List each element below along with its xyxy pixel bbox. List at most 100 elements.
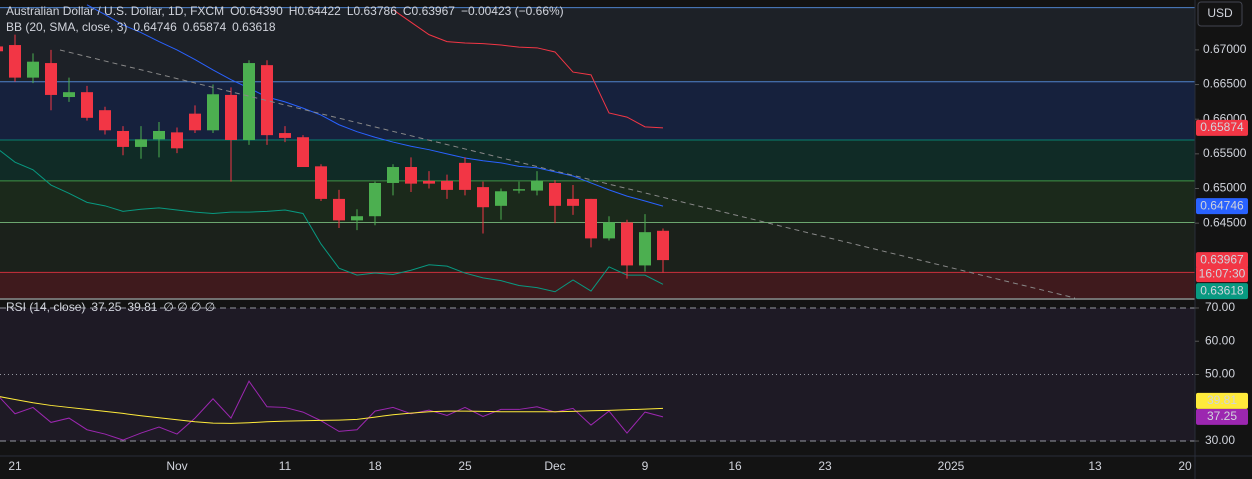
- candle-body: [297, 137, 309, 168]
- candle-body: [315, 166, 327, 199]
- candle-body: [99, 110, 111, 131]
- rsi-band: [0, 307, 1195, 442]
- x-tick-label: 11: [279, 459, 292, 473]
- x-tick-label: Nov: [166, 459, 187, 473]
- y-tick-label: 0.65500: [1203, 146, 1247, 160]
- ohlc-value: O0.64390: [230, 4, 283, 18]
- ohlc-value: L0.63786: [347, 4, 397, 18]
- close-badge-bg: [1196, 252, 1248, 269]
- indicator-name: BB (20, SMA, close, 3): [6, 20, 127, 34]
- indicator-value: 0.65874: [183, 20, 227, 34]
- y-tick-label: 0.65000: [1203, 181, 1247, 195]
- x-tick-label: 9: [642, 459, 649, 473]
- currency-button[interactable]: [1197, 1, 1243, 27]
- lower-band-badge: 0.63618: [1200, 283, 1244, 297]
- candle-body: [279, 133, 291, 138]
- candle-body: [225, 94, 237, 140]
- candle-body: [369, 182, 381, 217]
- rsi-ma-badge-bg: [1196, 392, 1248, 409]
- candle-body: [387, 167, 399, 183]
- candle-body: [639, 232, 651, 266]
- rsi-value: 37.25: [91, 300, 121, 314]
- x-tick-label: 20: [1178, 459, 1192, 473]
- ohlc-value: C0.63967: [403, 4, 455, 18]
- y-tick-label: 30.00: [1205, 433, 1235, 447]
- rsi-pane: [0, 307, 1195, 442]
- y-tick-label: 0.67000: [1203, 42, 1247, 56]
- overlay: Australian Dollar / U.S. Dollar, 1D, FXC…: [6, 4, 564, 314]
- candle-body: [45, 63, 57, 95]
- rsi-value: 39.81: [127, 300, 157, 314]
- indicator-value: 0.63618: [232, 20, 276, 34]
- x-tick-label: 13: [1088, 459, 1102, 473]
- candle-body: [567, 198, 579, 206]
- currency[interactable]: USD: [1207, 6, 1233, 20]
- candle-body: [189, 113, 201, 131]
- candle-body: [135, 139, 147, 147]
- candle-body: [63, 92, 75, 98]
- change-value: −0.00423 (−0.66%): [461, 4, 564, 18]
- bb-line: [86, 4, 664, 207]
- x-tick-label: Dec: [544, 459, 565, 473]
- y-tick-label: 0.64500: [1203, 215, 1247, 229]
- upper-band-badge: 0.65874: [1200, 120, 1244, 134]
- lower-band-badge-bg: [1196, 283, 1248, 300]
- candle-body: [261, 65, 273, 136]
- x-tick-label: 21: [8, 459, 22, 473]
- candle-body: [207, 94, 219, 131]
- candle-body: [153, 130, 165, 140]
- zone: [0, 81, 1195, 140]
- x-tick-label: 2025: [938, 459, 965, 473]
- zone: [0, 139, 1195, 181]
- x-tick-label: 25: [458, 459, 472, 473]
- rsi-line: [0, 380, 664, 441]
- symbol-title: Australian Dollar / U.S. Dollar, 1D, FXC…: [6, 4, 224, 18]
- x-tick-label: 16: [728, 459, 742, 473]
- candle-body: [351, 216, 363, 221]
- candle-body: [495, 191, 507, 206]
- rsi-line: [0, 396, 664, 424]
- candle-body: [657, 230, 669, 261]
- zone: [0, 180, 1195, 223]
- candle-body: [477, 187, 489, 208]
- indicator-value: 0.64746: [133, 20, 177, 34]
- candle-body: [585, 198, 597, 239]
- candle-body: [171, 132, 183, 149]
- candle-body: [333, 198, 345, 221]
- middle-band-badge: 0.64746: [1200, 198, 1244, 212]
- y-tick-label: 60.00: [1205, 333, 1235, 347]
- candle-body: [27, 61, 39, 78]
- rsi-extra: ∅ ∅ ∅ ∅: [163, 300, 215, 314]
- candle-body: [531, 180, 543, 191]
- candle-body: [243, 63, 255, 140]
- upper-band-badge-bg: [1196, 119, 1248, 136]
- bb-line: [0, 149, 664, 293]
- candle-body: [549, 182, 561, 206]
- candle-body: [603, 222, 615, 239]
- close-badge: 0.63967: [1200, 252, 1244, 266]
- trend-line: [59, 49, 1076, 299]
- candle-body: [441, 180, 453, 190]
- y-tick-label: 0.66500: [1203, 77, 1247, 91]
- x-tick-label: 18: [368, 459, 382, 473]
- candle-body: [513, 189, 525, 191]
- zone: [0, 222, 1195, 273]
- candle-body: [117, 130, 129, 147]
- bb-line: [392, 9, 664, 129]
- candle-body: [405, 167, 417, 184]
- countdown-badge: 16:07:30: [1199, 266, 1246, 280]
- ohlc-value: H0.64422: [289, 4, 341, 18]
- middle-band-badge-bg: [1196, 198, 1248, 215]
- y-tick-label: 50.00: [1205, 367, 1235, 381]
- candle-body: [81, 92, 93, 118]
- rsi-ma-badge: 39.81: [1207, 393, 1237, 407]
- candle-body: [621, 222, 633, 266]
- y-tick-label: 70.00: [1205, 300, 1235, 314]
- x-tick-label: 23: [818, 459, 832, 473]
- rsi-badge-bg: [1196, 408, 1248, 425]
- candle-body: [423, 180, 435, 184]
- candle-body: [0, 46, 3, 52]
- zone: [0, 272, 1195, 298]
- rsi-title: RSI (14, close): [6, 300, 85, 314]
